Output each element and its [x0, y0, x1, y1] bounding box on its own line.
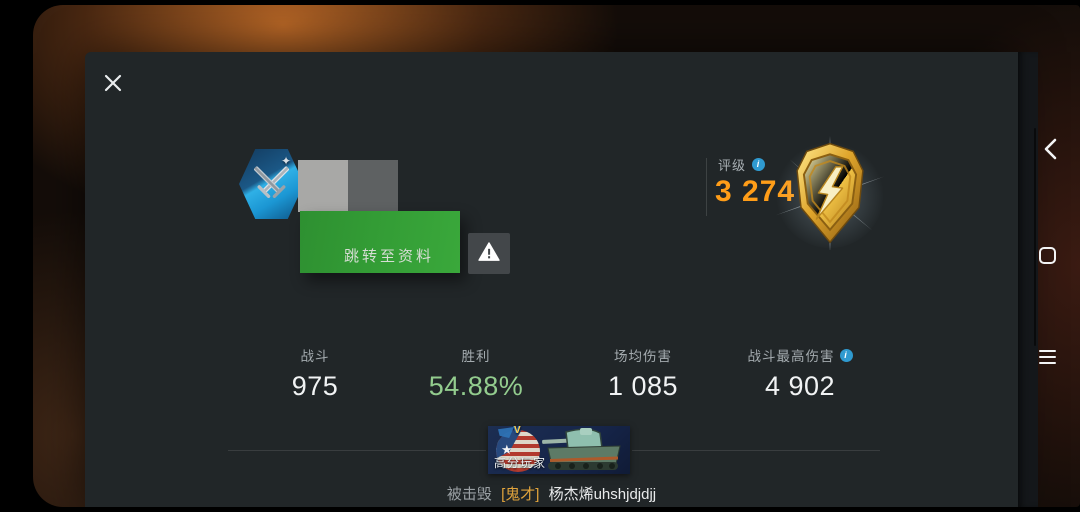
stat-avg-damage: 场均伤害 1 085: [558, 346, 728, 402]
stat-wins: 胜利 54.88%: [391, 346, 561, 402]
stat-max-damage-value: 4 902: [764, 371, 836, 401]
killer-clan-tag: [鬼才]: [501, 486, 540, 503]
report-button[interactable]: [468, 233, 510, 274]
destroyed-by-line: 被击毁 [鬼才] 杨杰烯uhshjdjdjj: [85, 483, 1018, 504]
jump-to-profile-button[interactable]: 跳转至资料: [300, 211, 460, 273]
stat-battles-label: 战斗: [300, 349, 330, 364]
star-icon: ✦: [280, 154, 291, 168]
scrollbar[interactable]: [1034, 128, 1036, 346]
v-mark: V: [514, 425, 521, 436]
stat-wins-value: 54.88%: [428, 371, 524, 401]
censored-name-block-light: [298, 160, 348, 212]
clan-emblem: ★ V 高分玩家: [488, 424, 630, 474]
android-back-button[interactable]: [1040, 137, 1062, 161]
menu-lines-icon: [1039, 350, 1059, 364]
divider: [706, 158, 707, 216]
player-stats-modal: ✦ 跳转至资料 评级 i 3 27: [85, 52, 1018, 507]
destroyed-by-prefix: 被击毁: [446, 486, 492, 503]
rating-league-badge: [772, 134, 888, 252]
emblem-caption: 高分玩家: [494, 456, 547, 470]
android-home-button[interactable]: [1039, 245, 1059, 265]
game-background: ✦ 跳转至资料 评级 i 3 27: [33, 5, 1080, 507]
stat-max-damage-label: 战斗最高伤害: [747, 349, 835, 364]
jump-to-profile-label: 跳转至资料: [343, 248, 434, 265]
rating-header: 评级 i: [718, 156, 766, 173]
close-icon: [104, 74, 122, 95]
side-panel-strip: [1018, 52, 1038, 507]
warning-icon: [478, 242, 500, 265]
censored-name-block-dark: [348, 160, 398, 212]
tank-icon: [536, 424, 628, 474]
back-chevron-icon: [1040, 138, 1062, 164]
android-recents-button[interactable]: [1039, 350, 1059, 366]
stat-battles-value: 975: [291, 371, 339, 401]
divider: [632, 450, 880, 451]
rating-label: 评级: [718, 157, 747, 173]
rank-badge-hexagon: ✦: [239, 149, 304, 219]
info-icon[interactable]: i: [752, 157, 766, 171]
stat-avg-damage-value: 1 085: [607, 371, 679, 401]
star-icon: ★: [501, 442, 513, 457]
info-icon[interactable]: i: [839, 348, 853, 362]
stat-avg-damage-label: 场均伤害: [614, 349, 672, 364]
close-button[interactable]: [102, 73, 124, 95]
home-square-icon: [1039, 246, 1056, 264]
killer-player-name: 杨杰烯uhshjdjdjj: [548, 486, 657, 503]
wing-icon: [498, 427, 514, 438]
divider: [228, 450, 486, 451]
stat-max-damage: 战斗最高伤害 i 4 902: [715, 346, 885, 402]
stat-battles: 战斗 975: [230, 346, 400, 402]
stat-wins-label: 胜利: [461, 349, 491, 364]
